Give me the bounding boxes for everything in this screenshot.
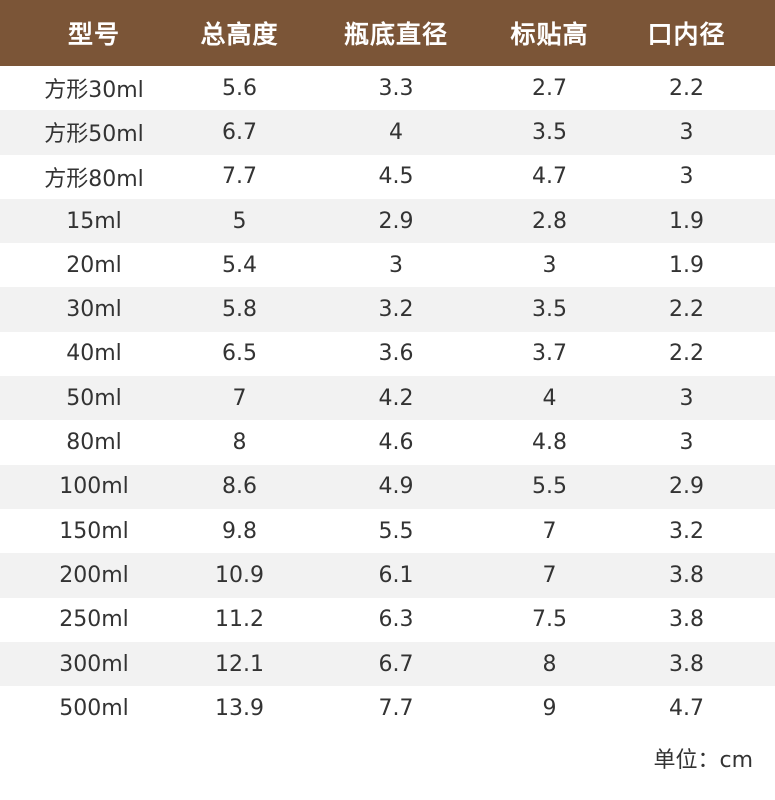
cell-total-height: 9.8 <box>222 518 257 544</box>
table-body: 方形30ml 5.6 3.3 2.7 2.2 方形50ml 6.7 4 3.5 3 方形80ml 7.… <box>0 66 775 731</box>
cell-label-height: 4.7 <box>532 164 567 190</box>
cell-total-height: 6.5 <box>222 341 257 367</box>
cell-label-height: 3 <box>542 252 557 278</box>
cell-model: 300ml <box>59 651 129 677</box>
cell-base-diameter: 3 <box>389 252 403 278</box>
cell-base-diameter: 6.3 <box>378 607 414 633</box>
cell-mouth-inner-diameter: 4.7 <box>669 695 704 721</box>
cell-mouth-inner-diameter: 3 <box>679 430 694 456</box>
cell-total-height: 5.6 <box>222 75 257 101</box>
cell-model: 方形30ml <box>44 78 144 104</box>
cell-label-height: 7.5 <box>532 607 567 633</box>
cell-mouth-inner-diameter: 3.2 <box>669 518 704 544</box>
table-row: 方形80ml 7.7 4.5 4.7 3 <box>0 154 775 199</box>
cell-base-diameter: 3.6 <box>378 341 414 367</box>
table-row: 15ml 5 2.9 2.8 1.9 <box>0 198 775 244</box>
cell-total-height: 10.9 <box>215 562 264 588</box>
cell-total-height: 6.7 <box>222 119 257 145</box>
header-model: 型号 <box>67 20 120 49</box>
cell-base-diameter: 2.9 <box>378 208 414 234</box>
header-mouth-inner-diameter: 口内径 <box>647 20 726 49</box>
cell-label-height: 3.5 <box>532 297 567 323</box>
cell-total-height: 8 <box>232 430 247 456</box>
header-label-height: 标贴高 <box>510 20 589 49</box>
cell-total-height: 7 <box>232 385 247 411</box>
cell-model: 15ml <box>66 208 122 234</box>
cell-label-height: 5.5 <box>532 474 567 500</box>
cell-total-height: 5.4 <box>222 252 257 278</box>
table-row: 250ml 11.2 6.3 7.5 3.8 <box>0 597 775 642</box>
cell-mouth-inner-diameter: 2.2 <box>669 341 704 367</box>
cell-model: 100ml <box>59 474 129 500</box>
table-header-row: 型号 总高度 瓶底直径 标贴高 口内径 <box>0 0 775 66</box>
cell-mouth-inner-diameter: 3 <box>679 385 694 411</box>
cell-mouth-inner-diameter: 3 <box>679 119 694 145</box>
cell-total-height: 13.9 <box>215 695 264 721</box>
cell-mouth-inner-diameter: 3.8 <box>669 562 704 588</box>
cell-total-height: 5 <box>232 208 247 234</box>
cell-mouth-inner-diameter: 1.9 <box>669 252 704 278</box>
cell-total-height: 7.7 <box>222 164 257 190</box>
cell-total-height: 12.1 <box>215 651 264 677</box>
cell-mouth-inner-diameter: 2.2 <box>669 297 704 323</box>
cell-mouth-inner-diameter: 2.9 <box>669 474 704 500</box>
cell-total-height: 11.2 <box>215 607 264 633</box>
cell-base-diameter: 3.3 <box>378 75 414 101</box>
header-base-diameter: 瓶底直径 <box>343 20 448 49</box>
cell-mouth-inner-diameter: 1.9 <box>669 208 704 234</box>
cell-mouth-inner-diameter: 3 <box>679 164 694 190</box>
cell-label-height: 3.7 <box>532 341 567 367</box>
cell-model: 150ml <box>59 518 129 544</box>
table-row: 50ml 7 4.2 4 3 <box>0 376 775 421</box>
cell-model: 方形80ml <box>44 166 144 192</box>
unit-note: 单位：cm <box>653 748 753 773</box>
cell-label-height: 3.5 <box>532 119 567 145</box>
cell-label-height: 9 <box>542 695 557 721</box>
cell-model: 20ml <box>66 252 122 278</box>
cell-mouth-inner-diameter: 3.8 <box>669 651 704 677</box>
cell-mouth-inner-diameter: 2.2 <box>669 75 704 101</box>
table-row: 20ml 5.4 3 3 1.9 <box>0 243 775 288</box>
cell-label-height: 7 <box>542 518 557 544</box>
cell-base-diameter: 4.9 <box>378 474 414 500</box>
table-row: 40ml 6.5 3.6 3.7 2.2 <box>0 331 775 377</box>
cell-total-height: 8.6 <box>222 474 257 500</box>
cell-base-diameter: 3.2 <box>378 297 414 323</box>
cell-base-diameter: 4 <box>389 119 403 145</box>
table-row: 150ml 9.8 5.5 7 3.2 <box>0 508 775 554</box>
cell-label-height: 4 <box>542 385 557 411</box>
cell-model: 500ml <box>59 695 129 721</box>
cell-base-diameter: 4.5 <box>378 164 414 190</box>
table-row: 300ml 12.1 6.7 8 3.8 <box>0 641 775 687</box>
spec-table: 型号 总高度 瓶底直径 标贴高 口内径 方形30ml 5.6 3.3 2.7 2.2 方形… <box>0 0 775 731</box>
cell-model: 50ml <box>66 385 122 411</box>
cell-model: 80ml <box>66 430 122 456</box>
table-row: 30ml 5.8 3.2 3.5 2.2 <box>0 287 775 332</box>
cell-mouth-inner-diameter: 3.8 <box>669 607 704 633</box>
table-row: 100ml 8.6 4.9 5.5 2.9 <box>0 464 775 509</box>
cell-total-height: 5.8 <box>222 297 257 323</box>
cell-model: 方形50ml <box>44 122 144 148</box>
cell-base-diameter: 6.1 <box>378 562 414 588</box>
cell-base-diameter: 4.6 <box>378 430 414 456</box>
cell-model: 250ml <box>59 607 129 633</box>
table-row: 500ml 13.9 7.7 9 4.7 <box>0 686 775 731</box>
cell-model: 200ml <box>59 562 129 588</box>
cell-base-diameter: 5.5 <box>378 518 414 544</box>
cell-label-height: 2.8 <box>532 208 567 234</box>
cell-model: 40ml <box>66 341 122 367</box>
cell-label-height: 2.7 <box>532 75 567 101</box>
table-row: 方形30ml 5.6 3.3 2.7 2.2 <box>0 66 775 111</box>
cell-base-diameter: 6.7 <box>378 651 414 677</box>
cell-base-diameter: 7.7 <box>378 695 414 721</box>
table-row: 方形50ml 6.7 4 3.5 3 <box>0 110 775 155</box>
table-row: 200ml 10.9 6.1 7 3.8 <box>0 553 775 598</box>
cell-label-height: 8 <box>542 651 557 677</box>
header-total-height: 总高度 <box>200 20 279 49</box>
cell-label-height: 7 <box>542 562 557 588</box>
cell-base-diameter: 4.2 <box>378 385 414 411</box>
table-row: 80ml 8 4.6 4.8 3 <box>0 420 775 465</box>
cell-label-height: 4.8 <box>532 430 567 456</box>
cell-model: 30ml <box>66 297 122 323</box>
